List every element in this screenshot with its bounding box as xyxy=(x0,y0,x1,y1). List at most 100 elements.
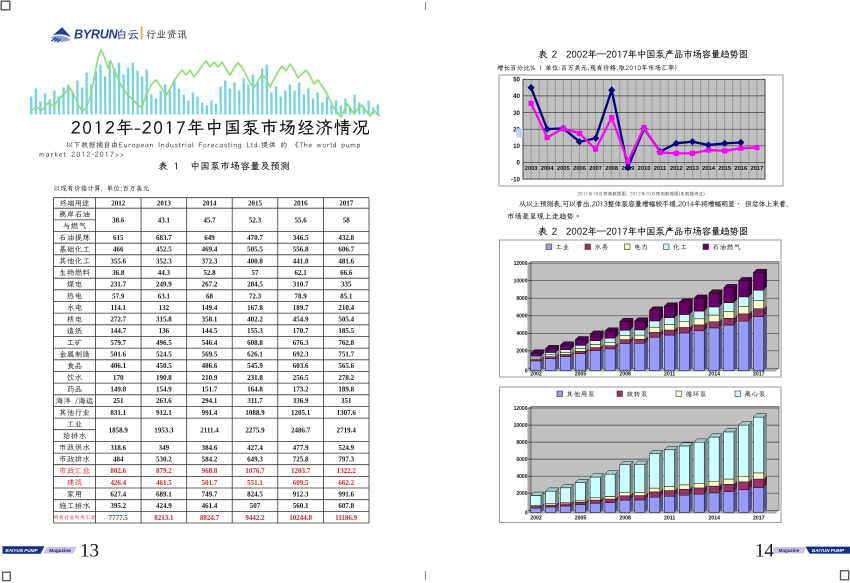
svg-text:395.2: 395.2 xyxy=(110,502,126,510)
svg-text:2015: 2015 xyxy=(718,166,732,172)
svg-text:6000: 6000 xyxy=(516,457,527,463)
svg-text:546.4: 546.4 xyxy=(202,339,218,347)
svg-text:144.7: 144.7 xyxy=(110,327,126,335)
svg-text:751.7: 751.7 xyxy=(338,351,354,359)
svg-text:424.9: 424.9 xyxy=(156,502,172,510)
svg-text:2002: 2002 xyxy=(530,515,542,521)
svg-text:151.7: 151.7 xyxy=(202,386,218,394)
svg-text:2486.7: 2486.7 xyxy=(291,426,311,434)
svg-text:524.5: 524.5 xyxy=(156,351,172,359)
svg-text:2005: 2005 xyxy=(575,515,587,521)
svg-text:2005: 2005 xyxy=(575,371,587,377)
svg-text:85.1: 85.1 xyxy=(340,292,353,300)
svg-text:318.6: 318.6 xyxy=(110,444,126,452)
svg-text:486.6: 486.6 xyxy=(202,362,218,370)
svg-text:294.1: 294.1 xyxy=(202,397,218,405)
svg-text:8000: 8000 xyxy=(516,440,527,446)
svg-text:505.5: 505.5 xyxy=(247,246,263,254)
svg-text:190.8: 190.8 xyxy=(156,374,172,382)
svg-text:263.6: 263.6 xyxy=(156,397,172,405)
svg-text:2008: 2008 xyxy=(605,166,619,172)
svg-text:2006: 2006 xyxy=(573,166,587,172)
svg-text:52.3: 52.3 xyxy=(249,217,262,225)
svg-text:154.9: 154.9 xyxy=(156,386,172,394)
svg-text:2008: 2008 xyxy=(619,371,631,377)
svg-text:50: 50 xyxy=(513,77,520,84)
svg-text:185.5: 185.5 xyxy=(338,327,354,335)
svg-text:603.6: 603.6 xyxy=(293,362,309,370)
svg-text:452.5: 452.5 xyxy=(156,246,172,254)
svg-text:762.8: 762.8 xyxy=(338,339,354,347)
svg-text:725.8: 725.8 xyxy=(293,456,309,464)
svg-text:2000: 2000 xyxy=(516,349,527,355)
svg-text:132: 132 xyxy=(159,304,170,312)
svg-text:336.9: 336.9 xyxy=(293,397,309,405)
svg-text:352.3: 352.3 xyxy=(156,257,172,265)
svg-text:466: 466 xyxy=(113,246,124,254)
svg-text:505.4: 505.4 xyxy=(338,316,354,324)
svg-text:68: 68 xyxy=(206,292,214,300)
svg-text:2007: 2007 xyxy=(589,166,602,172)
svg-text:210.4: 210.4 xyxy=(338,304,354,312)
svg-text:2004: 2004 xyxy=(541,166,555,172)
svg-text:802.6: 802.6 xyxy=(110,467,126,475)
svg-text:662.2: 662.2 xyxy=(338,479,354,487)
svg-text:477.9: 477.9 xyxy=(293,444,309,452)
svg-text:2111.4: 2111.4 xyxy=(200,426,219,434)
svg-text:461.4: 461.4 xyxy=(202,502,218,510)
svg-text:1858.9: 1858.9 xyxy=(109,426,129,434)
svg-text:63.1: 63.1 xyxy=(158,292,171,300)
svg-text:1203.7: 1203.7 xyxy=(291,467,311,475)
svg-text:155.3: 155.3 xyxy=(247,327,263,335)
svg-text:551.1: 551.1 xyxy=(247,479,263,487)
svg-text:2011: 2011 xyxy=(654,166,667,172)
svg-text:346.5: 346.5 xyxy=(293,234,309,242)
svg-text:824.5: 824.5 xyxy=(247,491,263,499)
svg-text:2011: 2011 xyxy=(664,515,675,521)
svg-text:8824.7: 8824.7 xyxy=(200,514,220,522)
svg-text:606.7: 606.7 xyxy=(338,246,354,254)
svg-text:530.2: 530.2 xyxy=(156,456,172,464)
svg-text:454.9: 454.9 xyxy=(293,316,309,324)
svg-text:496.5: 496.5 xyxy=(156,339,172,347)
svg-text:189.8: 189.8 xyxy=(338,386,354,394)
svg-text:2014: 2014 xyxy=(708,371,720,377)
svg-text:278.2: 278.2 xyxy=(338,374,354,382)
svg-text:4000: 4000 xyxy=(516,474,527,480)
svg-text:1307.6: 1307.6 xyxy=(337,409,357,417)
svg-text:231.8: 231.8 xyxy=(247,374,263,382)
svg-text:649.3: 649.3 xyxy=(247,456,263,464)
svg-text:484: 484 xyxy=(113,456,124,464)
svg-text:13: 13 xyxy=(80,541,99,562)
svg-text:55.6: 55.6 xyxy=(294,217,307,225)
svg-text:30: 30 xyxy=(513,110,520,117)
svg-text:167.8: 167.8 xyxy=(247,304,263,312)
svg-text:2275.9: 2275.9 xyxy=(245,426,265,434)
svg-text:2002: 2002 xyxy=(530,371,542,377)
svg-text:470.7: 470.7 xyxy=(247,234,263,242)
svg-text:2015: 2015 xyxy=(248,200,263,208)
svg-text:173.2: 173.2 xyxy=(293,386,309,394)
svg-text:58: 58 xyxy=(343,217,351,225)
svg-text:-10: -10 xyxy=(511,176,521,183)
svg-text:78.9: 78.9 xyxy=(294,292,307,300)
svg-text:689.1: 689.1 xyxy=(156,491,172,499)
svg-text:Magazine: Magazine xyxy=(779,548,800,553)
svg-text:1953.3: 1953.3 xyxy=(154,426,174,434)
svg-text:BAIYUN PUMP: BAIYUN PUMP xyxy=(812,548,845,553)
svg-text:991.6: 991.6 xyxy=(338,491,354,499)
svg-text:114.1: 114.1 xyxy=(111,304,127,312)
svg-text:2014: 2014 xyxy=(702,166,716,172)
svg-text:560.1: 560.1 xyxy=(293,502,309,510)
svg-text:692.3: 692.3 xyxy=(293,351,309,359)
svg-text:683.7: 683.7 xyxy=(156,234,172,242)
svg-text:912.3: 912.3 xyxy=(293,491,309,499)
svg-text:2013: 2013 xyxy=(157,200,172,208)
svg-text:481.6: 481.6 xyxy=(338,257,354,265)
svg-text:2016: 2016 xyxy=(294,200,309,208)
svg-text:968.8: 968.8 xyxy=(202,467,218,475)
svg-text:170: 170 xyxy=(113,374,124,382)
svg-text:66.6: 66.6 xyxy=(340,269,353,277)
svg-text:358.1: 358.1 xyxy=(202,316,218,324)
svg-text:189.7: 189.7 xyxy=(293,304,309,312)
